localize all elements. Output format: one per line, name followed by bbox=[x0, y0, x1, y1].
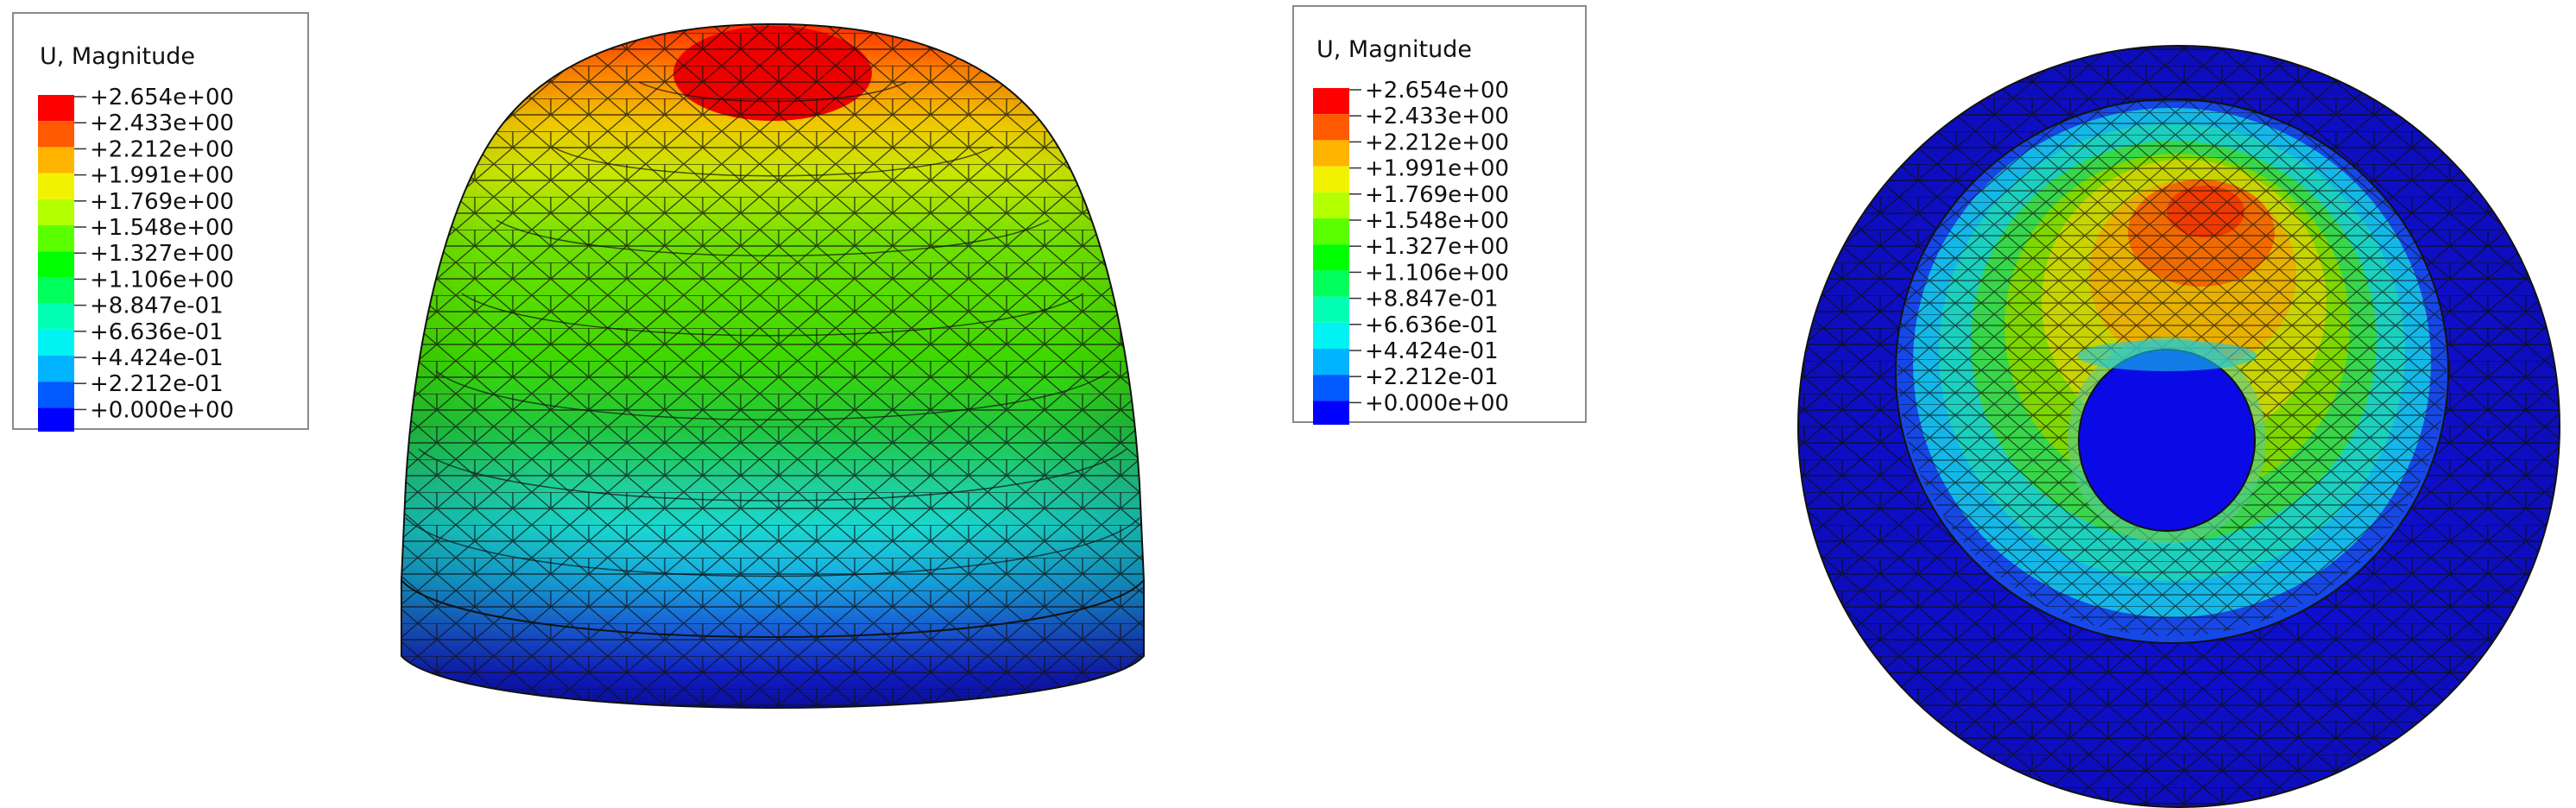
legend-title: U, Magnitude bbox=[40, 43, 195, 70]
legend-swatch bbox=[1313, 244, 1349, 271]
legend-label: +2.654e+00 bbox=[1365, 78, 1509, 104]
legend-swatch bbox=[1313, 270, 1349, 297]
legend-label: +1.106e+00 bbox=[90, 267, 234, 293]
legend-swatch bbox=[38, 173, 74, 199]
legend-label: +1.991e+00 bbox=[1365, 156, 1509, 182]
legend-swatch bbox=[38, 277, 74, 304]
legend-label: +4.424e-01 bbox=[90, 345, 224, 371]
legend-label: +1.106e+00 bbox=[1365, 260, 1509, 286]
legend-swatch bbox=[1313, 296, 1349, 323]
dome-top-view-body bbox=[1797, 45, 2560, 808]
legend-label: +0.000e+00 bbox=[90, 397, 234, 423]
legend-swatch bbox=[1313, 349, 1349, 376]
legend-swatch bbox=[38, 199, 74, 225]
legend-label: +2.212e-01 bbox=[90, 371, 224, 397]
legend-label: +6.636e-01 bbox=[1365, 312, 1499, 338]
legend-label: +1.548e+00 bbox=[1365, 208, 1509, 234]
legend-label: +2.212e+00 bbox=[90, 136, 234, 162]
legend-swatch bbox=[1313, 218, 1349, 245]
legend-label: +1.548e+00 bbox=[90, 215, 234, 241]
legend-label: +1.327e+00 bbox=[90, 241, 234, 267]
legend-swatch bbox=[1313, 88, 1349, 115]
legend-left: U, Magnitude +2.654e+00 +2.433e+00 +2.212e… bbox=[12, 12, 309, 432]
legend-label: +8.847e-01 bbox=[90, 294, 224, 319]
legend-swatch bbox=[38, 407, 74, 432]
legend-label: +2.654e+00 bbox=[90, 85, 234, 110]
legend-label: +2.433e+00 bbox=[90, 110, 234, 136]
legend-swatch bbox=[38, 303, 74, 330]
legend-label: +8.847e-01 bbox=[1365, 287, 1499, 312]
legend-label: +2.433e+00 bbox=[1365, 104, 1509, 129]
legend-right: U, Magnitude +2.654e+00 +2.433e+00 +2.212e… bbox=[1292, 5, 1587, 425]
legend-label: +1.327e+00 bbox=[1365, 234, 1509, 260]
legend-swatch bbox=[38, 121, 74, 148]
legend-swatch bbox=[38, 382, 74, 408]
legend-swatch bbox=[1313, 401, 1349, 425]
legend-label: +6.636e-01 bbox=[90, 319, 224, 345]
legend-label: +1.769e+00 bbox=[90, 189, 234, 215]
legend-swatch bbox=[1313, 114, 1349, 141]
legend-swatch bbox=[1313, 192, 1349, 218]
legend-swatch bbox=[38, 356, 74, 382]
legend-label: +1.991e+00 bbox=[90, 163, 234, 189]
legend-swatch bbox=[38, 251, 74, 278]
legend-color-scale: +2.654e+00+2.433e+00+2.212e+00+1.991e+00… bbox=[1313, 78, 1509, 425]
legend-label: +1.769e+00 bbox=[1365, 182, 1509, 208]
legend-label: +4.424e-01 bbox=[1365, 338, 1499, 364]
legend-label: +0.000e+00 bbox=[1365, 390, 1509, 416]
legend-label: +2.212e-01 bbox=[1365, 364, 1499, 390]
legend-swatch bbox=[38, 329, 74, 356]
legend-title: U, Magnitude bbox=[1316, 36, 1472, 63]
legend-swatch bbox=[1313, 166, 1349, 193]
legend-swatch bbox=[1313, 140, 1349, 167]
dome-body bbox=[401, 22, 1145, 709]
legend-swatch bbox=[38, 147, 74, 174]
legend-swatch bbox=[38, 95, 74, 122]
legend-color-scale: +2.654e+00+2.433e+00+2.212e+00+1.991e+00… bbox=[38, 85, 234, 432]
legend-swatch bbox=[1313, 322, 1349, 349]
legend-swatch bbox=[38, 225, 74, 252]
legend-label: +2.212e+00 bbox=[1365, 129, 1509, 155]
legend-swatch bbox=[1313, 375, 1349, 401]
